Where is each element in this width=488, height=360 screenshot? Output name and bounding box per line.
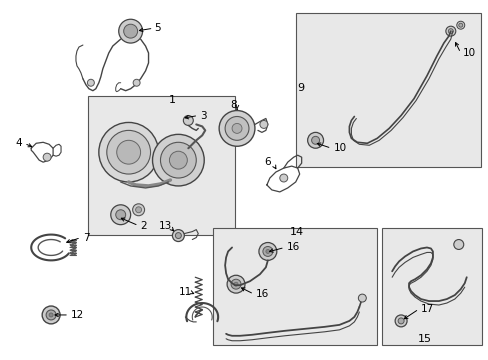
Text: 10: 10 bbox=[333, 143, 346, 153]
Text: 11: 11 bbox=[178, 287, 191, 297]
Circle shape bbox=[87, 79, 94, 86]
Circle shape bbox=[106, 130, 150, 174]
Circle shape bbox=[258, 243, 276, 260]
Circle shape bbox=[307, 132, 323, 148]
Circle shape bbox=[234, 282, 238, 286]
Circle shape bbox=[231, 279, 241, 289]
Text: 4: 4 bbox=[15, 138, 22, 148]
Circle shape bbox=[49, 313, 53, 317]
Circle shape bbox=[445, 26, 455, 36]
Circle shape bbox=[453, 239, 463, 249]
Circle shape bbox=[117, 140, 141, 164]
Text: 16: 16 bbox=[255, 289, 268, 299]
Circle shape bbox=[397, 318, 403, 324]
Circle shape bbox=[42, 306, 60, 324]
Circle shape bbox=[111, 205, 130, 225]
Text: 8: 8 bbox=[230, 100, 237, 109]
Circle shape bbox=[219, 111, 254, 146]
Circle shape bbox=[43, 153, 51, 161]
Text: 10: 10 bbox=[462, 48, 475, 58]
Text: 14: 14 bbox=[289, 226, 303, 237]
Text: 15: 15 bbox=[417, 334, 431, 344]
Circle shape bbox=[226, 275, 244, 293]
Circle shape bbox=[447, 29, 452, 33]
Circle shape bbox=[260, 121, 267, 129]
Circle shape bbox=[46, 310, 56, 320]
Circle shape bbox=[116, 210, 125, 220]
Text: 5: 5 bbox=[154, 23, 161, 33]
Text: 13: 13 bbox=[158, 221, 171, 231]
Circle shape bbox=[99, 122, 158, 182]
Circle shape bbox=[135, 207, 142, 213]
Circle shape bbox=[279, 174, 287, 182]
Bar bbox=[213, 228, 376, 345]
Text: 2: 2 bbox=[141, 221, 147, 231]
Text: 17: 17 bbox=[420, 304, 433, 314]
Circle shape bbox=[175, 233, 181, 239]
Text: 1: 1 bbox=[168, 95, 175, 105]
Circle shape bbox=[358, 294, 366, 302]
Bar bbox=[382, 228, 481, 345]
Circle shape bbox=[224, 117, 248, 140]
Circle shape bbox=[152, 134, 204, 186]
Circle shape bbox=[394, 315, 406, 327]
Text: 9: 9 bbox=[297, 83, 304, 93]
Text: 7: 7 bbox=[83, 233, 89, 243]
Circle shape bbox=[458, 23, 462, 27]
Bar bbox=[295, 13, 480, 167]
Circle shape bbox=[123, 24, 137, 38]
Circle shape bbox=[265, 249, 269, 253]
Circle shape bbox=[132, 204, 144, 216]
Circle shape bbox=[169, 151, 187, 169]
Text: 16: 16 bbox=[286, 243, 300, 252]
Circle shape bbox=[160, 142, 196, 178]
Circle shape bbox=[232, 123, 242, 133]
Circle shape bbox=[311, 136, 319, 144]
Bar bbox=[88, 96, 235, 235]
Circle shape bbox=[183, 116, 193, 125]
Circle shape bbox=[133, 79, 140, 86]
Circle shape bbox=[119, 19, 142, 43]
Circle shape bbox=[456, 21, 464, 29]
Circle shape bbox=[172, 230, 184, 242]
Text: 3: 3 bbox=[200, 111, 206, 121]
Circle shape bbox=[263, 247, 272, 256]
Text: 6: 6 bbox=[264, 157, 271, 167]
Text: 12: 12 bbox=[71, 310, 84, 320]
